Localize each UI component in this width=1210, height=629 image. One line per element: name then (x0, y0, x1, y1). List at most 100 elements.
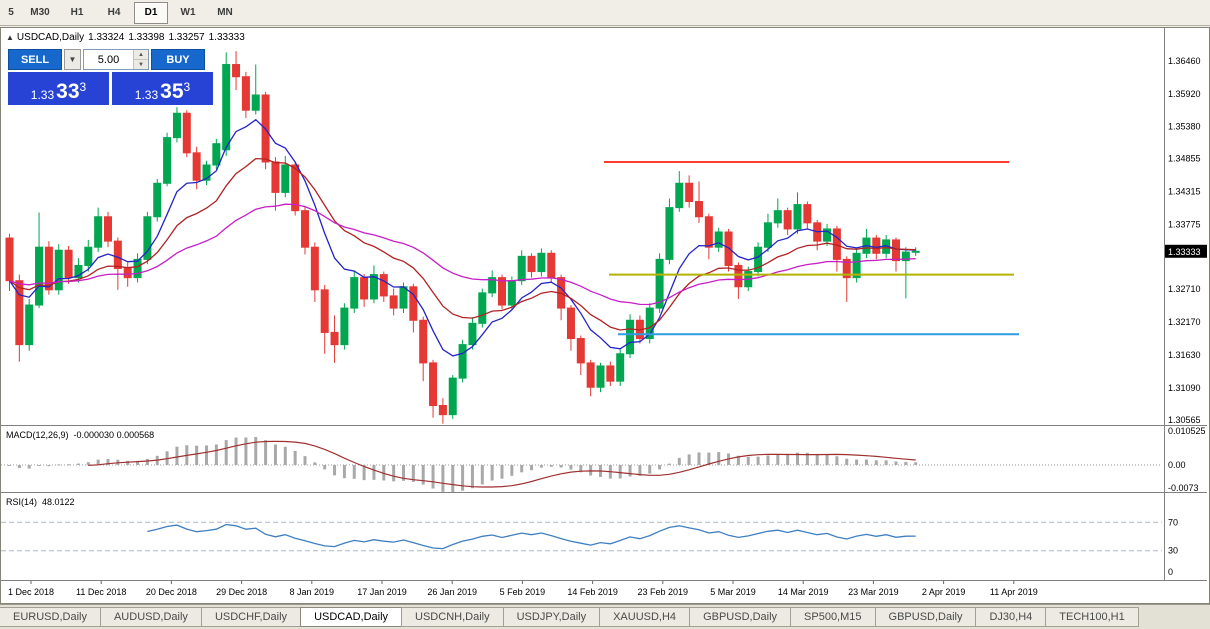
ma-mid-line[interactable] (9, 157, 916, 331)
timeframe-button-h1[interactable]: H1 (70, 7, 84, 18)
date-label: 11 Apr 2019 (990, 587, 1038, 597)
candle-body (251, 94, 260, 111)
macd-histogram-bar (27, 464, 31, 469)
rsi-label: RSI(14) 48.0122 (6, 497, 80, 507)
timeframe-button-h4[interactable]: H4 (107, 7, 121, 18)
chart-tab-tech100-h1[interactable]: TECH100,H1 (1045, 607, 1139, 627)
macd-histogram-bar (214, 444, 218, 465)
macd-histogram-bar (766, 455, 770, 465)
sell-price-display[interactable]: 1.33 33 3 (8, 72, 109, 105)
buy-price-display[interactable]: 1.33 35 3 (112, 72, 213, 105)
chart-tab-gbpusd-daily[interactable]: GBPUSD,Daily (689, 607, 792, 627)
ma-slow-line[interactable] (9, 203, 916, 306)
macd-histogram-bar (451, 464, 455, 492)
order-type-dropdown[interactable]: ▼ (64, 49, 81, 70)
buy-price-big: 35 (160, 80, 184, 104)
candle-body (695, 201, 703, 218)
chart-tab-sp500-m15[interactable]: SP500,M15 (790, 607, 876, 627)
timeframe-button-w1[interactable]: W1 (180, 7, 196, 18)
candle-body (438, 405, 447, 416)
chart-tab-dj30-h4[interactable]: DJ30,H4 (975, 607, 1047, 627)
chart-tab-usdcnh-daily[interactable]: USDCNH,Daily (401, 607, 504, 627)
rsi-pane: 70 30 0 (1, 517, 1178, 577)
price-axis[interactable]: 1.36460 1.35920 1.35380 1.34855 1.34315 1.337… (1168, 56, 1201, 425)
candle-body (291, 164, 300, 212)
candle-body (281, 164, 290, 193)
chart-tab-gbpusd-daily[interactable]: GBPUSD,Daily (874, 607, 977, 627)
candle-body (74, 264, 83, 279)
date-label: 14 Feb 2019 (567, 587, 618, 597)
macd-name: MACD(12,26,9) (6, 430, 69, 440)
macd-histogram-bar (490, 464, 494, 481)
candle-body (655, 258, 664, 309)
candle-body (616, 353, 625, 382)
price-axis-label: 1.30565 (1168, 415, 1201, 425)
rsi-axis-label: 70 (1168, 517, 1178, 527)
macd-histogram-bar (835, 456, 839, 465)
rsi-line (147, 523, 916, 550)
candle-body (241, 76, 250, 111)
date-label: 23 Mar 2019 (848, 587, 899, 597)
macd-axis-label: 0.010525 (1168, 426, 1206, 436)
candle-body (892, 239, 900, 262)
buy-button[interactable]: BUY (151, 49, 205, 70)
macd-histogram-bar (372, 464, 376, 480)
chart-tab-eurusd-daily[interactable]: EURUSD,Daily (0, 607, 101, 627)
sell-button[interactable]: SELL (8, 49, 62, 70)
candle-body (25, 304, 34, 346)
timeframe-button-5[interactable]: 5 (8, 7, 14, 18)
macd-histogram-bar (57, 464, 61, 466)
price-axis-label: 1.34855 (1168, 154, 1201, 164)
candle-body (212, 143, 221, 166)
macd-histogram-bar (756, 456, 760, 465)
ohlc-open: 1.33324 (88, 32, 125, 43)
candle-body (133, 258, 142, 279)
macd-histogram-bar (618, 464, 622, 479)
chart-tab-usdchf-daily[interactable]: USDCHF,Daily (200, 607, 302, 627)
candle-body (419, 319, 428, 364)
candle-body (448, 377, 457, 416)
macd-histogram-bar (283, 446, 287, 465)
chart-tab-usdjpy-daily[interactable]: USDJPY,Daily (502, 607, 601, 627)
candle-body (15, 280, 24, 346)
date-label: 14 Mar 2019 (778, 587, 829, 597)
timeframe-toolbar: 5 M30 H1 H4 D1 W1 MN (0, 0, 1210, 26)
macd-histogram-bar (579, 464, 583, 473)
macd-histogram-bar (244, 437, 248, 465)
candle-body (498, 277, 506, 306)
volume-spinner-down[interactable]: ▼ (134, 60, 148, 69)
macd-histogram-bar (628, 464, 632, 477)
candle-body (773, 210, 782, 224)
volume-input[interactable] (84, 50, 133, 69)
macd-histogram-bar (796, 452, 799, 465)
timeframe-button-d1[interactable]: D1 (134, 1, 168, 24)
macd-histogram-bar (392, 464, 396, 482)
timeframe-button-mn[interactable]: MN (217, 7, 233, 18)
macd-histogram-bar (264, 440, 268, 465)
volume-spinner-up[interactable]: ▲ (134, 50, 148, 60)
date-axis[interactable]: 1 Dec 2018 11 Dec 2018 20 Dec 2018 29 Dec 2… (8, 581, 1038, 597)
candle-body (369, 274, 378, 300)
candle-body (586, 362, 595, 388)
macd-axis-label: -0.0073 (1168, 483, 1199, 493)
candle-body (409, 286, 418, 321)
macd-histogram-bar (254, 437, 258, 465)
ma-fast-line[interactable] (8, 118, 916, 357)
date-label: 2 Apr 2019 (922, 587, 966, 597)
timeframe-button-m30[interactable]: M30 (30, 7, 50, 18)
candle-body (783, 210, 792, 230)
candle-body (123, 268, 132, 279)
macd-histogram-bar (707, 452, 711, 465)
candle-body (685, 182, 694, 203)
chart-tab-xauusd-h4[interactable]: XAUUSD,H4 (599, 607, 691, 627)
candle-body (823, 228, 832, 242)
chart-tab-audusd-daily[interactable]: AUDUSD,Daily (99, 607, 202, 627)
macd-histogram-bar (333, 464, 337, 476)
chart-tab-usdcad-daily[interactable]: USDCAD,Daily (300, 607, 403, 627)
candle-body (803, 204, 812, 224)
chart-window[interactable]: 1.36460 1.35920 1.35380 1.34855 1.34315 1.337… (0, 27, 1210, 604)
chart-canvas[interactable]: 1.364601.359201.353801.348551.343151.337… (1, 28, 1207, 601)
candle-body (763, 222, 772, 248)
chevron-down-icon: ▼ (68, 55, 77, 64)
macd-histogram-bar (510, 464, 514, 476)
